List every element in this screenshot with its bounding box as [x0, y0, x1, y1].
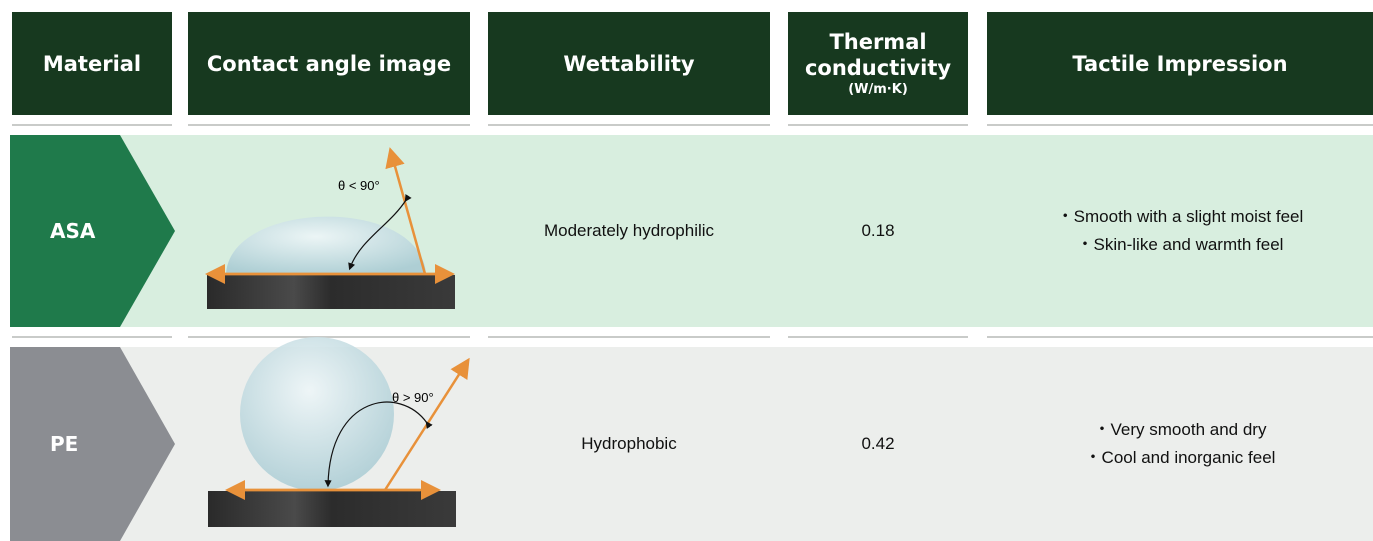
header-cell: Thermal conductivity (W/m·K) — [788, 12, 968, 115]
tactile: ・Very smooth and dry ・Cool and inorganic … — [987, 347, 1373, 541]
header-cell: Material — [12, 12, 172, 115]
tactile-line: ・Smooth with a slight moist feel — [1056, 207, 1304, 226]
wettability-text: Hydrophobic — [581, 434, 677, 453]
rule — [12, 124, 172, 126]
material: PE — [50, 432, 79, 456]
rule — [788, 336, 968, 338]
tactile: ・Smooth with a slight moist feel ・Skin-li… — [987, 135, 1373, 327]
material-tag — [10, 347, 175, 541]
material-tag — [10, 135, 175, 327]
substrate — [208, 491, 456, 527]
wettability-text: Moderately hydrophilic — [543, 221, 715, 240]
rule — [488, 336, 770, 338]
droplet — [240, 337, 394, 491]
header-cell: Contact angle image — [188, 12, 470, 115]
header-unit: (W/m·K) — [848, 81, 908, 97]
angle-arc — [324, 401, 433, 488]
header-text: Thermal conductivity — [804, 29, 952, 80]
rule — [987, 336, 1373, 338]
tactile-line: ・Cool and inorganic feel — [1084, 448, 1276, 467]
header-text: Wettability — [563, 51, 695, 76]
rule — [488, 124, 770, 126]
wettability: Hydrophobic — [488, 347, 770, 541]
thermal-text: 0.18 — [861, 221, 895, 240]
header-text: Material — [42, 51, 142, 76]
rule — [788, 124, 968, 126]
angle-label: θ < 90° — [338, 178, 380, 193]
arrow — [383, 357, 470, 491]
droplet — [226, 216, 426, 274]
thermal-text: 0.42 — [861, 434, 895, 453]
angle-label: θ > 90° — [392, 390, 434, 405]
material: ASA — [50, 219, 96, 243]
thermal: 0.42 — [788, 347, 968, 541]
rule — [188, 336, 470, 338]
header-cell: Tactile Impression — [987, 12, 1373, 115]
header-cell: Wettability — [488, 12, 770, 115]
rule — [188, 124, 470, 126]
thermal: 0.18 — [788, 135, 968, 327]
header-text: Tactile Impression — [1072, 51, 1288, 76]
tactile-line: ・Skin-like and warmth feel — [1076, 235, 1284, 254]
substrate — [207, 275, 455, 309]
rule — [12, 336, 172, 338]
wettability: Moderately hydrophilic — [488, 135, 770, 327]
rule — [987, 124, 1373, 126]
tactile-line: ・Very smooth and dry — [1093, 420, 1267, 439]
header-text: Contact angle image — [206, 51, 452, 76]
angle-arc — [348, 194, 412, 271]
